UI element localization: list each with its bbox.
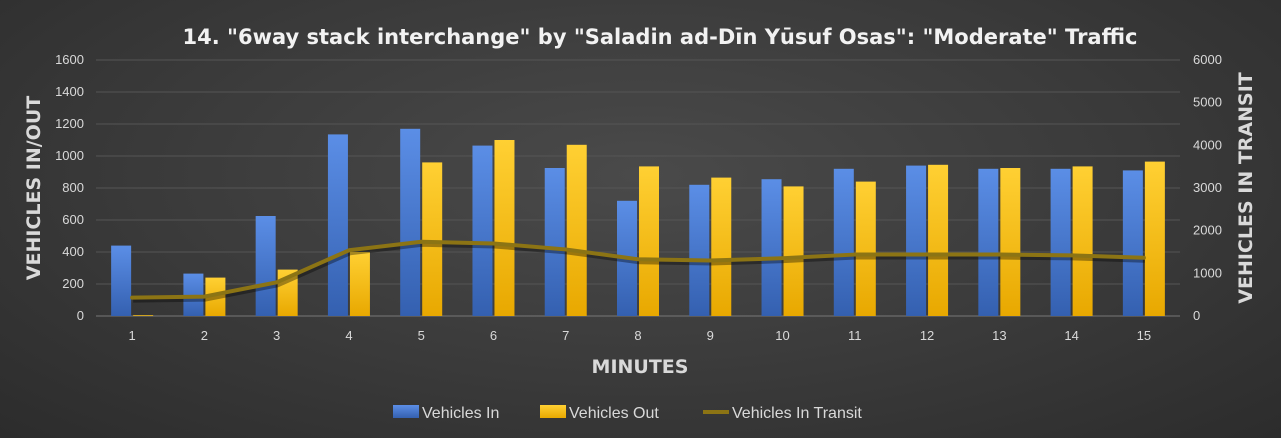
bar-vehicles-out bbox=[711, 177, 732, 316]
x-tick-label: 2 bbox=[201, 328, 208, 343]
chart-title: 14. "6way stack interchange" by "Saladin… bbox=[183, 25, 1138, 49]
x-tick-label: 1 bbox=[129, 328, 136, 343]
x-tick-label: 15 bbox=[1137, 328, 1151, 343]
y2-tick-label: 4000 bbox=[1193, 137, 1222, 152]
x-tick-label: 6 bbox=[490, 328, 497, 343]
y-tick-label: 1400 bbox=[55, 84, 84, 99]
x-tick-label: 9 bbox=[707, 328, 714, 343]
x-tick-label: 11 bbox=[848, 328, 862, 343]
x-tick-label: 8 bbox=[634, 328, 641, 343]
y-tick-label: 200 bbox=[62, 276, 84, 291]
bar-vehicles-in bbox=[255, 216, 276, 316]
bar-vehicles-in bbox=[327, 134, 348, 316]
bar-vehicles-in bbox=[833, 168, 854, 316]
bar-vehicles-out bbox=[349, 252, 370, 316]
x-tick-label: 10 bbox=[775, 328, 789, 343]
bar-vehicles-in bbox=[472, 145, 493, 316]
y2-tick-label: 6000 bbox=[1193, 52, 1222, 67]
bar-vehicles-in bbox=[978, 168, 999, 316]
x-tick-label: 5 bbox=[418, 328, 425, 343]
y-tick-label: 1200 bbox=[55, 116, 84, 131]
y-tick-label: 600 bbox=[62, 212, 84, 227]
bar-vehicles-in bbox=[1050, 168, 1071, 316]
bar-vehicles-in bbox=[111, 245, 132, 316]
bar-vehicles-out bbox=[205, 277, 226, 316]
x-tick-label: 13 bbox=[992, 328, 1006, 343]
y2-axis-title: VEHICLES IN TRANSIT bbox=[1235, 72, 1257, 304]
bar-vehicles-out bbox=[566, 144, 587, 316]
bar-vehicles-in bbox=[689, 184, 710, 316]
legend-swatch bbox=[393, 405, 419, 418]
bar-vehicles-out bbox=[639, 166, 659, 316]
bar-vehicles-out bbox=[494, 140, 515, 316]
transit-line-path bbox=[130, 239, 1146, 300]
transit-line bbox=[130, 239, 1146, 303]
y-tick-label: 1600 bbox=[55, 52, 84, 67]
bar-vehicles-out bbox=[1000, 168, 1021, 316]
bar-vehicles-in bbox=[544, 168, 565, 316]
x-tick-label: 12 bbox=[920, 328, 934, 343]
legend: Vehicles In Vehicles Out Vehicles In Trans… bbox=[393, 405, 862, 422]
bar-vehicles-out bbox=[928, 164, 949, 316]
bar-vehicles-out bbox=[422, 162, 443, 316]
x-tick-label: 3 bbox=[273, 328, 280, 343]
bar-vehicles-out bbox=[1144, 161, 1165, 316]
bar-vehicles-out bbox=[783, 186, 804, 316]
legend-label: Vehicles Out bbox=[569, 405, 659, 422]
bar-vehicles-in bbox=[1122, 170, 1143, 316]
x-tick-label: 7 bbox=[562, 328, 569, 343]
y-axis-title: VEHICLES IN/OUT bbox=[23, 96, 45, 280]
y2-tick-label: 1000 bbox=[1193, 265, 1222, 280]
y-tick-label: 1000 bbox=[55, 148, 84, 163]
bar-vehicles-in bbox=[906, 165, 927, 316]
y-tick-label: 400 bbox=[62, 244, 84, 259]
bar-vehicles-in bbox=[400, 128, 421, 316]
y2-tick-label: 3000 bbox=[1193, 180, 1222, 195]
y2-tick-label: 5000 bbox=[1193, 95, 1222, 110]
bars bbox=[111, 128, 1165, 316]
y2-tick-label: 0 bbox=[1193, 308, 1200, 323]
x-tick-label: 14 bbox=[1064, 328, 1078, 343]
bar-vehicles-out bbox=[1072, 166, 1093, 316]
legend-swatch bbox=[540, 405, 566, 418]
bar-vehicles-out bbox=[855, 181, 876, 316]
y2-tick-label: 2000 bbox=[1193, 223, 1222, 238]
tick-labels: 0200400600800100012001400160001000200030… bbox=[55, 52, 1222, 343]
legend-label: Vehicles In Transit bbox=[732, 405, 862, 422]
bar-vehicles-in bbox=[761, 179, 782, 316]
x-axis-title: MINUTES bbox=[592, 356, 689, 378]
x-tick-label: 4 bbox=[345, 328, 352, 343]
bar-vehicles-out bbox=[133, 315, 154, 316]
y-tick-label: 0 bbox=[77, 308, 84, 323]
legend-label: Vehicles In bbox=[422, 405, 499, 422]
y-tick-label: 800 bbox=[62, 180, 84, 195]
